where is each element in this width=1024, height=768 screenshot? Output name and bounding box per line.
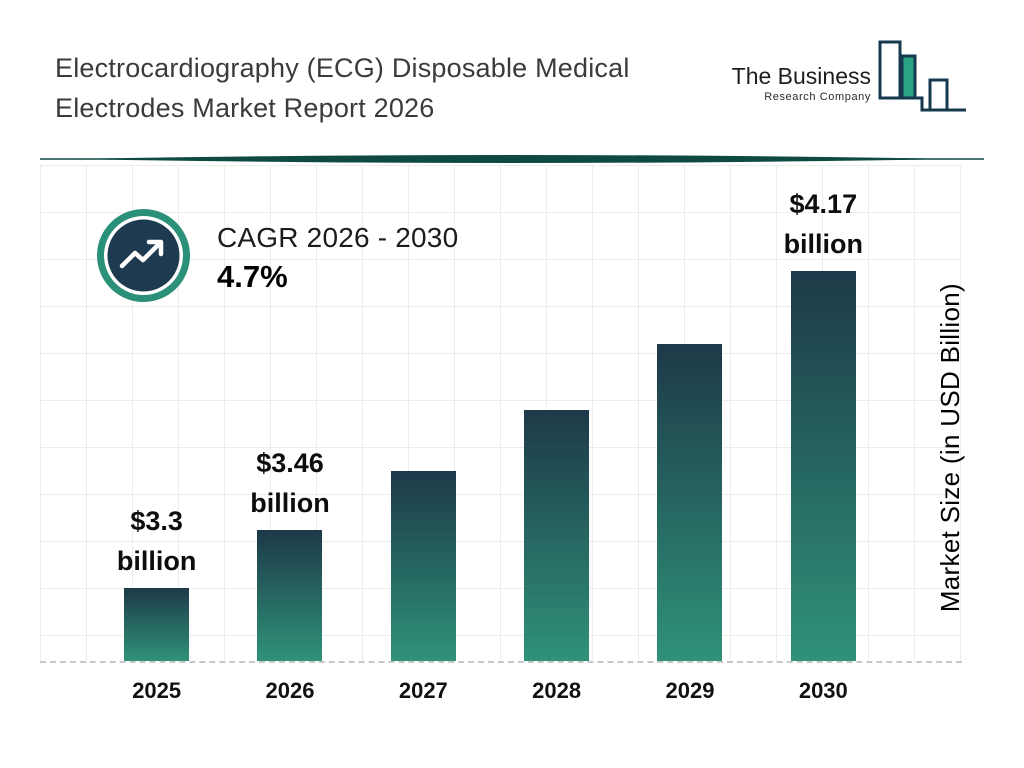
bar-label: $3.3 billion bbox=[117, 501, 196, 581]
cagr-label: CAGR 2026 - 2030 bbox=[217, 221, 459, 253]
x-tick-label: 2025 bbox=[132, 678, 182, 703]
cagr-value: 4.7% bbox=[217, 258, 288, 294]
company-subtitle: Research Company bbox=[764, 90, 871, 103]
bar-column bbox=[490, 184, 623, 661]
bars-row: $3.3 billion $3.46 billion $4.17 billi bbox=[90, 184, 890, 661]
cagr-block: CAGR 2026 - 2030 4.7% bbox=[96, 208, 458, 308]
divider-line bbox=[40, 155, 984, 163]
bar bbox=[790, 271, 856, 661]
bar-column bbox=[623, 184, 756, 661]
bar-label: $3.46 billion bbox=[250, 443, 329, 523]
bar-label-amount: $4.17 bbox=[789, 189, 858, 219]
bar-column bbox=[357, 184, 490, 661]
x-axis-labels: 2025 2026 2027 2028 2029 2030 bbox=[90, 678, 890, 704]
page-title-line2: Electrodes Market Report 2026 bbox=[55, 93, 435, 123]
bar-column: $3.3 billion bbox=[90, 184, 223, 661]
bar bbox=[390, 471, 456, 661]
bar bbox=[257, 530, 323, 661]
bar-label-unit: billion bbox=[250, 488, 330, 518]
bar-chart-logo-icon bbox=[876, 36, 968, 121]
x-tick-label: 2029 bbox=[665, 678, 715, 703]
bar-column: $4.17 billion bbox=[757, 184, 890, 661]
cagr-text: CAGR 2026 - 2030 4.7% bbox=[217, 222, 458, 295]
company-name: The Business bbox=[731, 62, 871, 89]
bar bbox=[657, 344, 723, 661]
bar-label-amount: $3.46 bbox=[256, 448, 324, 478]
bar-label-amount: $3.3 bbox=[130, 506, 183, 536]
x-tick-label: 2026 bbox=[265, 678, 315, 703]
page-title: Electrocardiography (ECG) Disposable Med… bbox=[55, 48, 630, 128]
bar-label-unit: billion bbox=[783, 229, 864, 259]
x-tick-label: 2027 bbox=[398, 678, 448, 703]
company-logo-text: The Business Research Company bbox=[732, 63, 871, 103]
x-tick-label: 2030 bbox=[798, 678, 848, 703]
page-title-line1: Electrocardiography (ECG) Disposable Med… bbox=[55, 53, 630, 83]
bar-column: $3.46 billion bbox=[223, 184, 356, 661]
bar bbox=[124, 588, 190, 661]
company-logo: The Business Research Company bbox=[732, 36, 968, 121]
bar bbox=[524, 410, 590, 661]
bar-label: $4.17 billion bbox=[784, 184, 863, 264]
trend-up-arrow-icon bbox=[96, 208, 191, 308]
x-tick-label: 2028 bbox=[532, 678, 582, 703]
bar-label-unit: billion bbox=[116, 546, 197, 576]
y-axis-label: Market Size (in USD Billion) bbox=[935, 283, 965, 613]
chart-grid: $3.3 billion $3.46 billion $4.17 billi bbox=[40, 165, 962, 663]
